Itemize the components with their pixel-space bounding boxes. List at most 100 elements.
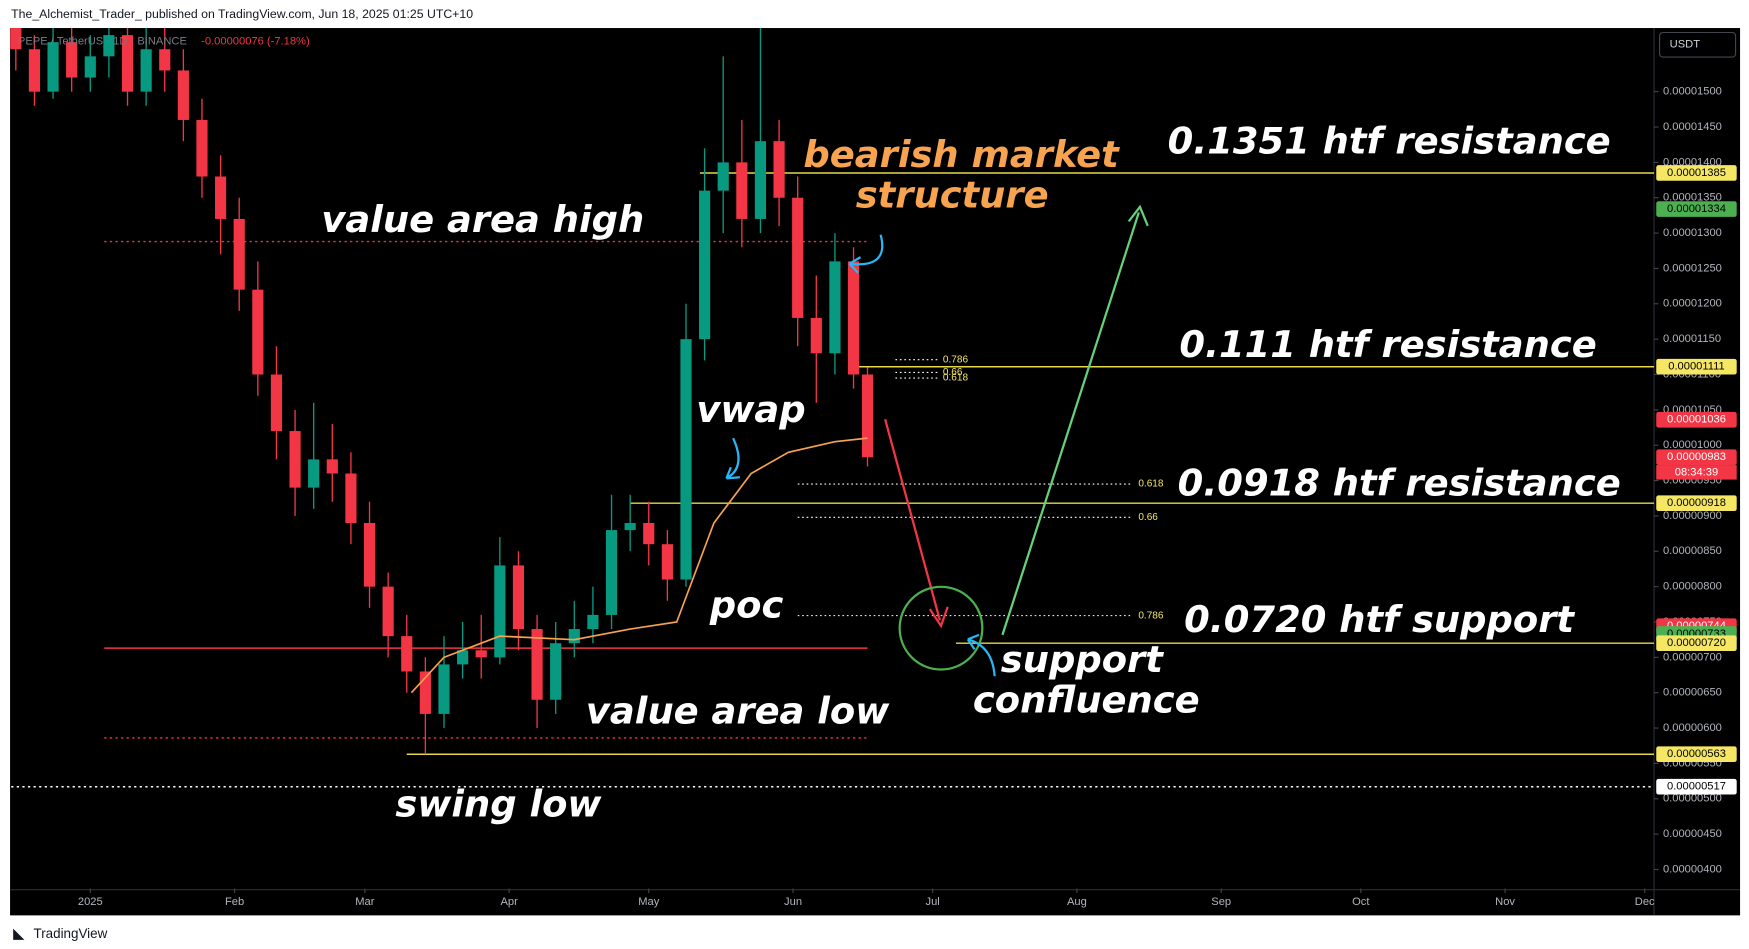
fib-label: 0.618 <box>943 373 969 384</box>
price-tag-label: 0.00000517 <box>1667 781 1726 793</box>
currency-box[interactable] <box>1659 31 1737 58</box>
candle-body <box>699 190 711 340</box>
candle-body <box>159 49 171 71</box>
x-tick-label: Oct <box>1352 896 1370 908</box>
candle-body <box>10 28 22 50</box>
candle-body <box>861 374 874 458</box>
symbol: PEPE / TetherUS · 1D · BINANCE <box>18 35 187 47</box>
fib-label: 0.618 <box>1138 479 1164 490</box>
annotation: confluence <box>973 678 1200 721</box>
price-tag-label: 0.00000563 <box>1667 748 1726 760</box>
price-tag <box>1656 746 1737 763</box>
pointer-arrow <box>966 633 996 677</box>
candle-body <box>84 56 96 78</box>
pointer-arrow <box>725 437 740 480</box>
candle-body <box>252 289 264 375</box>
footer-brand: TradingView <box>34 926 108 941</box>
annotation: poc <box>709 583 784 626</box>
candle-body <box>475 650 487 658</box>
candle-body <box>177 70 189 120</box>
arrow-head <box>928 606 949 629</box>
price-tag <box>1656 495 1737 512</box>
y-tick-label: 0.00001200 <box>1663 298 1722 310</box>
candle-body <box>289 431 301 488</box>
candle-body <box>28 49 41 92</box>
y-tick-label: 0.00001150 <box>1663 333 1721 345</box>
candle-body <box>847 261 860 375</box>
candle-body <box>457 650 469 665</box>
annotation: 0.1351 htf resistance <box>1168 120 1611 163</box>
pointer-arrow <box>848 234 884 274</box>
candle-body <box>196 119 208 177</box>
candle-body <box>363 522 376 587</box>
y-tick-label: 0.00001000 <box>1663 439 1722 451</box>
candle-body <box>624 522 636 531</box>
change: -0.00000076 (-7.18%) <box>201 35 310 47</box>
candle-body <box>717 162 729 191</box>
price-tag <box>1656 778 1737 795</box>
y-tick-label: 0.00001300 <box>1663 227 1722 239</box>
candle-body <box>680 339 692 580</box>
y-tick-label: 0.00000850 <box>1663 545 1722 557</box>
candle-body <box>326 459 338 474</box>
price-tag <box>1656 165 1737 181</box>
confluence-circle <box>898 585 984 671</box>
candle-body <box>643 522 655 545</box>
annotation: 0.111 htf resistance <box>1179 323 1596 366</box>
candle-body <box>345 473 357 523</box>
drawings <box>725 204 1149 677</box>
price-tag <box>1656 411 1737 428</box>
price-tag-label: 0.00001385 <box>1667 167 1726 179</box>
candle-body <box>270 374 283 432</box>
y-tick-label: 0.00000400 <box>1663 863 1722 875</box>
candle-body <box>121 35 134 92</box>
candle-body <box>438 664 450 714</box>
candle-body <box>47 42 59 92</box>
x-tick-label: Apr <box>500 896 518 908</box>
candle-body <box>568 629 580 644</box>
candle-body <box>140 49 152 92</box>
candle-body <box>605 530 618 615</box>
annotation: value area low <box>586 690 890 733</box>
x-tick-label: Mar <box>355 896 374 908</box>
y-tick-label: 0.00001500 <box>1663 86 1722 98</box>
annotation: swing low <box>395 782 602 825</box>
candle-body <box>550 643 562 700</box>
price-tag <box>1656 201 1737 217</box>
down-arrow <box>884 418 941 621</box>
publisher-line: The_Alchemist_Trader_ published on Tradi… <box>11 7 473 21</box>
fib-label: 0.66 <box>1138 512 1158 523</box>
candle-body <box>308 459 320 488</box>
candle-body <box>810 317 822 354</box>
candle-body <box>103 35 115 57</box>
x-tick-label: Jun <box>784 896 802 908</box>
fib-label: 0.66 <box>943 367 963 378</box>
candle-body <box>829 261 841 354</box>
candle-body <box>233 218 245 290</box>
fib-label: 0.786 <box>1138 610 1164 621</box>
annotation: 0.0918 htf resistance <box>1178 462 1621 505</box>
candle-body <box>531 629 543 700</box>
y-tick-label: 0.00000800 <box>1663 581 1722 593</box>
annotation: support <box>1001 638 1164 681</box>
price-tag <box>1656 449 1737 466</box>
candle-body <box>792 197 804 318</box>
marks-layer: 0.000004000.000004500.000005000.00000550… <box>10 28 1737 908</box>
candle-body <box>66 42 78 78</box>
candle-body <box>661 544 673 580</box>
x-tick-label: May <box>638 896 659 908</box>
price-tag-label: 0.00001036 <box>1667 414 1726 426</box>
annotation: structure <box>856 173 1049 216</box>
y-tick-label: 0.00000600 <box>1663 722 1722 734</box>
x-tick-label: Dec <box>1635 896 1655 908</box>
arrow-head <box>1127 204 1149 227</box>
candle-body <box>382 586 394 637</box>
candle-body <box>736 162 748 219</box>
x-tick-label: Feb <box>225 896 244 908</box>
candle-body <box>754 141 767 219</box>
candle-body <box>773 141 785 198</box>
candle-body <box>587 614 599 630</box>
y-tick-label: 0.00001450 <box>1663 121 1722 133</box>
